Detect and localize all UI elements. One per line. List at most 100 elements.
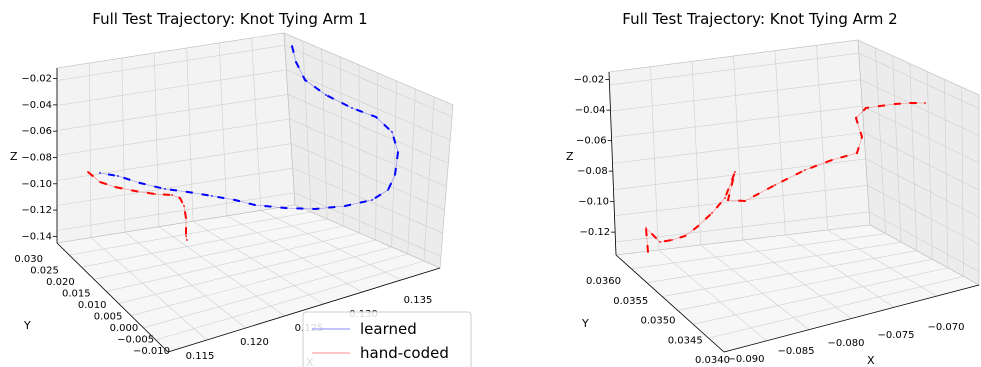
series-point-hand-coded [134, 190, 136, 192]
grid-line [646, 241, 902, 284]
grid-line [691, 61, 701, 246]
legend-entry-learned: learned [360, 320, 417, 338]
z-tick-label: −0.06 [576, 136, 607, 147]
grid-line [226, 215, 363, 293]
grid-line [926, 71, 933, 260]
grid-line [961, 87, 964, 277]
series-point-learned [234, 199, 236, 201]
subplot-2-back-pane-left [608, 39, 871, 256]
grid-line [944, 79, 949, 268]
z-tick-label: −0.02 [574, 75, 605, 86]
y-tick-label: −0.005 [117, 335, 154, 346]
z-tick-label: −0.10 [578, 197, 609, 208]
series-point-hand-coded [856, 152, 858, 154]
grid-line [631, 233, 886, 270]
series-point-hand-coded [186, 239, 188, 241]
grid-line [827, 229, 937, 297]
grid-line [121, 57, 126, 233]
grid-line [909, 63, 918, 251]
series-point-learned [187, 191, 189, 193]
series-segments-hand-coded [87, 171, 188, 241]
subplot-1-series [87, 45, 400, 241]
grid-line [106, 232, 360, 292]
grid-line [93, 225, 344, 280]
x-tick-label: −0.085 [777, 346, 814, 357]
grid-line [816, 45, 828, 231]
grid-line [143, 253, 408, 329]
grid-line [650, 66, 659, 251]
grid-line [90, 237, 208, 341]
grid-line [700, 244, 810, 330]
legend: learned hand-coded [302, 311, 472, 367]
grid-line [302, 40, 312, 213]
grid-line [874, 47, 886, 234]
x-tick-label: 0.115 [186, 351, 215, 362]
series-point-learned [99, 172, 101, 174]
subplot-arm-2: Full Test Trajectory: Knot Tying Arm 2 −… [566, 10, 980, 367]
y-tick-label: 0.030 [14, 254, 43, 265]
series-point-learned [391, 131, 393, 133]
grid-line [124, 231, 246, 329]
subplot-1-y-axis-line [56, 242, 169, 353]
series-point-hand-coded [671, 239, 673, 241]
grid-line [742, 239, 852, 319]
z-tick-label: −0.12 [579, 227, 610, 238]
y-tick-label: 0.0350 [641, 316, 676, 327]
x-tick-label: −0.075 [877, 330, 914, 341]
series-point-hand-coded [185, 228, 187, 230]
series-point-learned [387, 189, 389, 191]
x-tick-label: −0.070 [927, 322, 964, 333]
subplot-1-y-label: Y [23, 319, 31, 332]
subplot-2-series [644, 102, 926, 253]
series-point-learned [394, 174, 396, 176]
z-tick-label: −0.14 [21, 231, 52, 242]
series-point-hand-coded [879, 105, 881, 107]
subplot-2-z-axis-line [608, 71, 617, 256]
series-point-learned [164, 188, 166, 190]
series-point-hand-coded [684, 235, 686, 237]
y-tick-label: 0.020 [46, 277, 75, 288]
grid-line [158, 226, 285, 317]
y-tick-label: 0.025 [30, 266, 59, 277]
y-tick-label: 0.005 [94, 312, 123, 323]
grid-line [677, 258, 933, 311]
series-point-learned [397, 151, 399, 153]
grid-line [153, 52, 160, 227]
subplot-1-x-axis-line [167, 267, 441, 353]
series-point-hand-coded [647, 251, 649, 253]
series-point-learned [117, 175, 119, 177]
series-point-learned [291, 45, 293, 47]
z-tick-label: −0.04 [575, 105, 606, 116]
series-point-learned [295, 61, 297, 63]
series-point-hand-coded [855, 117, 857, 119]
y-tick-label: 0.0340 [695, 355, 730, 366]
subplot-1-ticks: −0.14 −0.12 −0.10 −0.08 −0.06 −0.04 −0.02 −0.01… [14, 74, 432, 362]
series-point-learned [351, 107, 353, 109]
y-tick-label: 0.010 [78, 300, 107, 311]
subplot-1-z-label: Z [10, 150, 18, 163]
y-tick-label: −0.010 [133, 346, 170, 357]
grid-line [391, 80, 397, 248]
series-point-hand-coded [99, 181, 101, 183]
grid-line [321, 48, 328, 220]
z-tick-label: −0.06 [21, 126, 52, 137]
z-tick-label: −0.12 [21, 205, 52, 216]
series-point-hand-coded [171, 194, 173, 196]
subplot-2-y-axis-line [615, 254, 725, 353]
y-tick-label: 0.015 [62, 289, 91, 300]
series-point-learned [139, 182, 141, 184]
grid-line [218, 42, 228, 216]
z-tick-label: −0.10 [21, 179, 52, 190]
series-point-learned [375, 116, 377, 118]
series-point-hand-coded [659, 241, 661, 243]
grid-line [69, 211, 312, 256]
x-tick-label: −0.090 [727, 354, 764, 365]
grid-line [81, 218, 328, 268]
grid-line [407, 88, 416, 255]
series-point-hand-coded [114, 186, 116, 188]
series-point-learned [211, 195, 213, 197]
y-tick-label: 0.0345 [668, 335, 703, 346]
z-tick-label: −0.08 [21, 152, 52, 163]
series-line-hand-coded [645, 102, 925, 253]
